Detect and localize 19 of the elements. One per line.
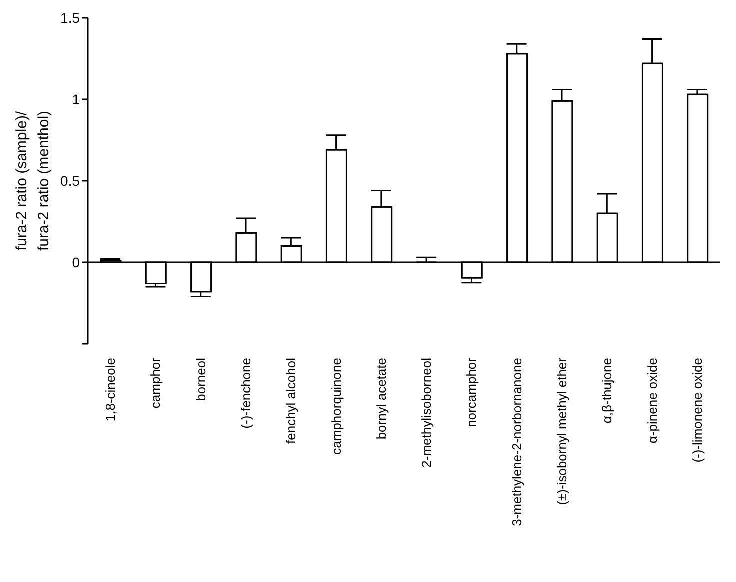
y-tick-label: 1.5 xyxy=(60,10,80,26)
x-tick-label: camphor xyxy=(148,357,164,409)
x-tick-label: (±)-isobornyl methyl ether xyxy=(554,357,570,506)
x-tick-label: 1,8-cineole xyxy=(103,358,118,422)
x-tick-label: (-)-limonene oxide xyxy=(690,358,705,463)
x-tick-label: α,β-thujone xyxy=(600,358,615,424)
x-tick-label: borneol xyxy=(193,358,208,402)
x-tick-label: α-pinene oxide xyxy=(644,358,660,444)
x-tick-label: fenchyl alcohol xyxy=(284,358,299,444)
x-tick-label: (-)-fenchone xyxy=(238,358,254,429)
x-tick-label: norcamphor xyxy=(464,357,480,428)
x-tick-label: bornyl acetate xyxy=(374,358,389,440)
y-tick-label: 0.5 xyxy=(60,172,80,189)
x-tick-label: camphorquinone xyxy=(328,358,344,455)
y-tick-label: 1 xyxy=(72,91,80,108)
x-tick-label: 2-methylisoborneol xyxy=(419,358,434,468)
y-tick-label: 0 xyxy=(72,254,80,270)
x-tick-label: 3-methylene-2-norbornanone xyxy=(509,358,524,526)
y-axis-title: fura-2 ratio (sample)/ fura-2 ratio (menthol) xyxy=(14,110,52,252)
